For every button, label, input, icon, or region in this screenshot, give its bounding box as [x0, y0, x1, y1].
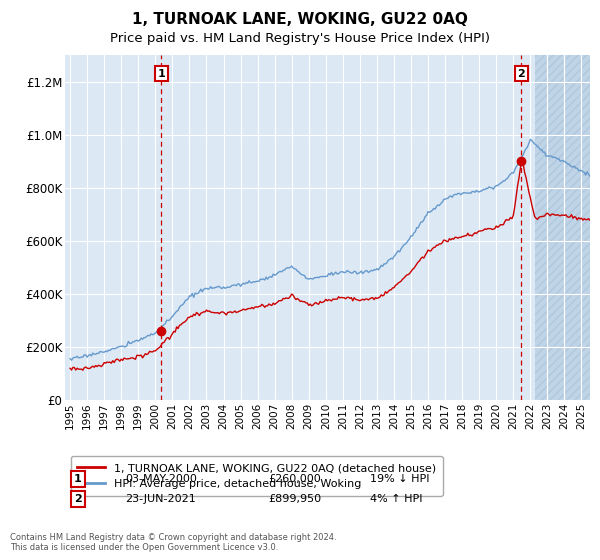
Text: Contains HM Land Registry data © Crown copyright and database right 2024.
This d: Contains HM Land Registry data © Crown c… — [10, 533, 337, 552]
Text: 03-MAY-2000: 03-MAY-2000 — [125, 474, 197, 484]
Text: £899,950: £899,950 — [268, 494, 321, 504]
Bar — [535, 55, 590, 400]
Text: Price paid vs. HM Land Registry's House Price Index (HPI): Price paid vs. HM Land Registry's House … — [110, 32, 490, 45]
Text: 4% ↑ HPI: 4% ↑ HPI — [370, 494, 422, 504]
Text: 2: 2 — [74, 494, 82, 504]
Text: 2: 2 — [518, 68, 526, 78]
Bar — [535, 55, 590, 400]
Text: 23-JUN-2021: 23-JUN-2021 — [125, 494, 196, 504]
Text: 1: 1 — [157, 68, 165, 78]
Text: 19% ↓ HPI: 19% ↓ HPI — [370, 474, 430, 484]
Text: 1: 1 — [74, 474, 82, 484]
Legend: 1, TURNOAK LANE, WOKING, GU22 0AQ (detached house), HPI: Average price, detached: 1, TURNOAK LANE, WOKING, GU22 0AQ (detac… — [71, 456, 443, 496]
Text: £260,000: £260,000 — [268, 474, 321, 484]
Text: 1, TURNOAK LANE, WOKING, GU22 0AQ: 1, TURNOAK LANE, WOKING, GU22 0AQ — [132, 12, 468, 27]
